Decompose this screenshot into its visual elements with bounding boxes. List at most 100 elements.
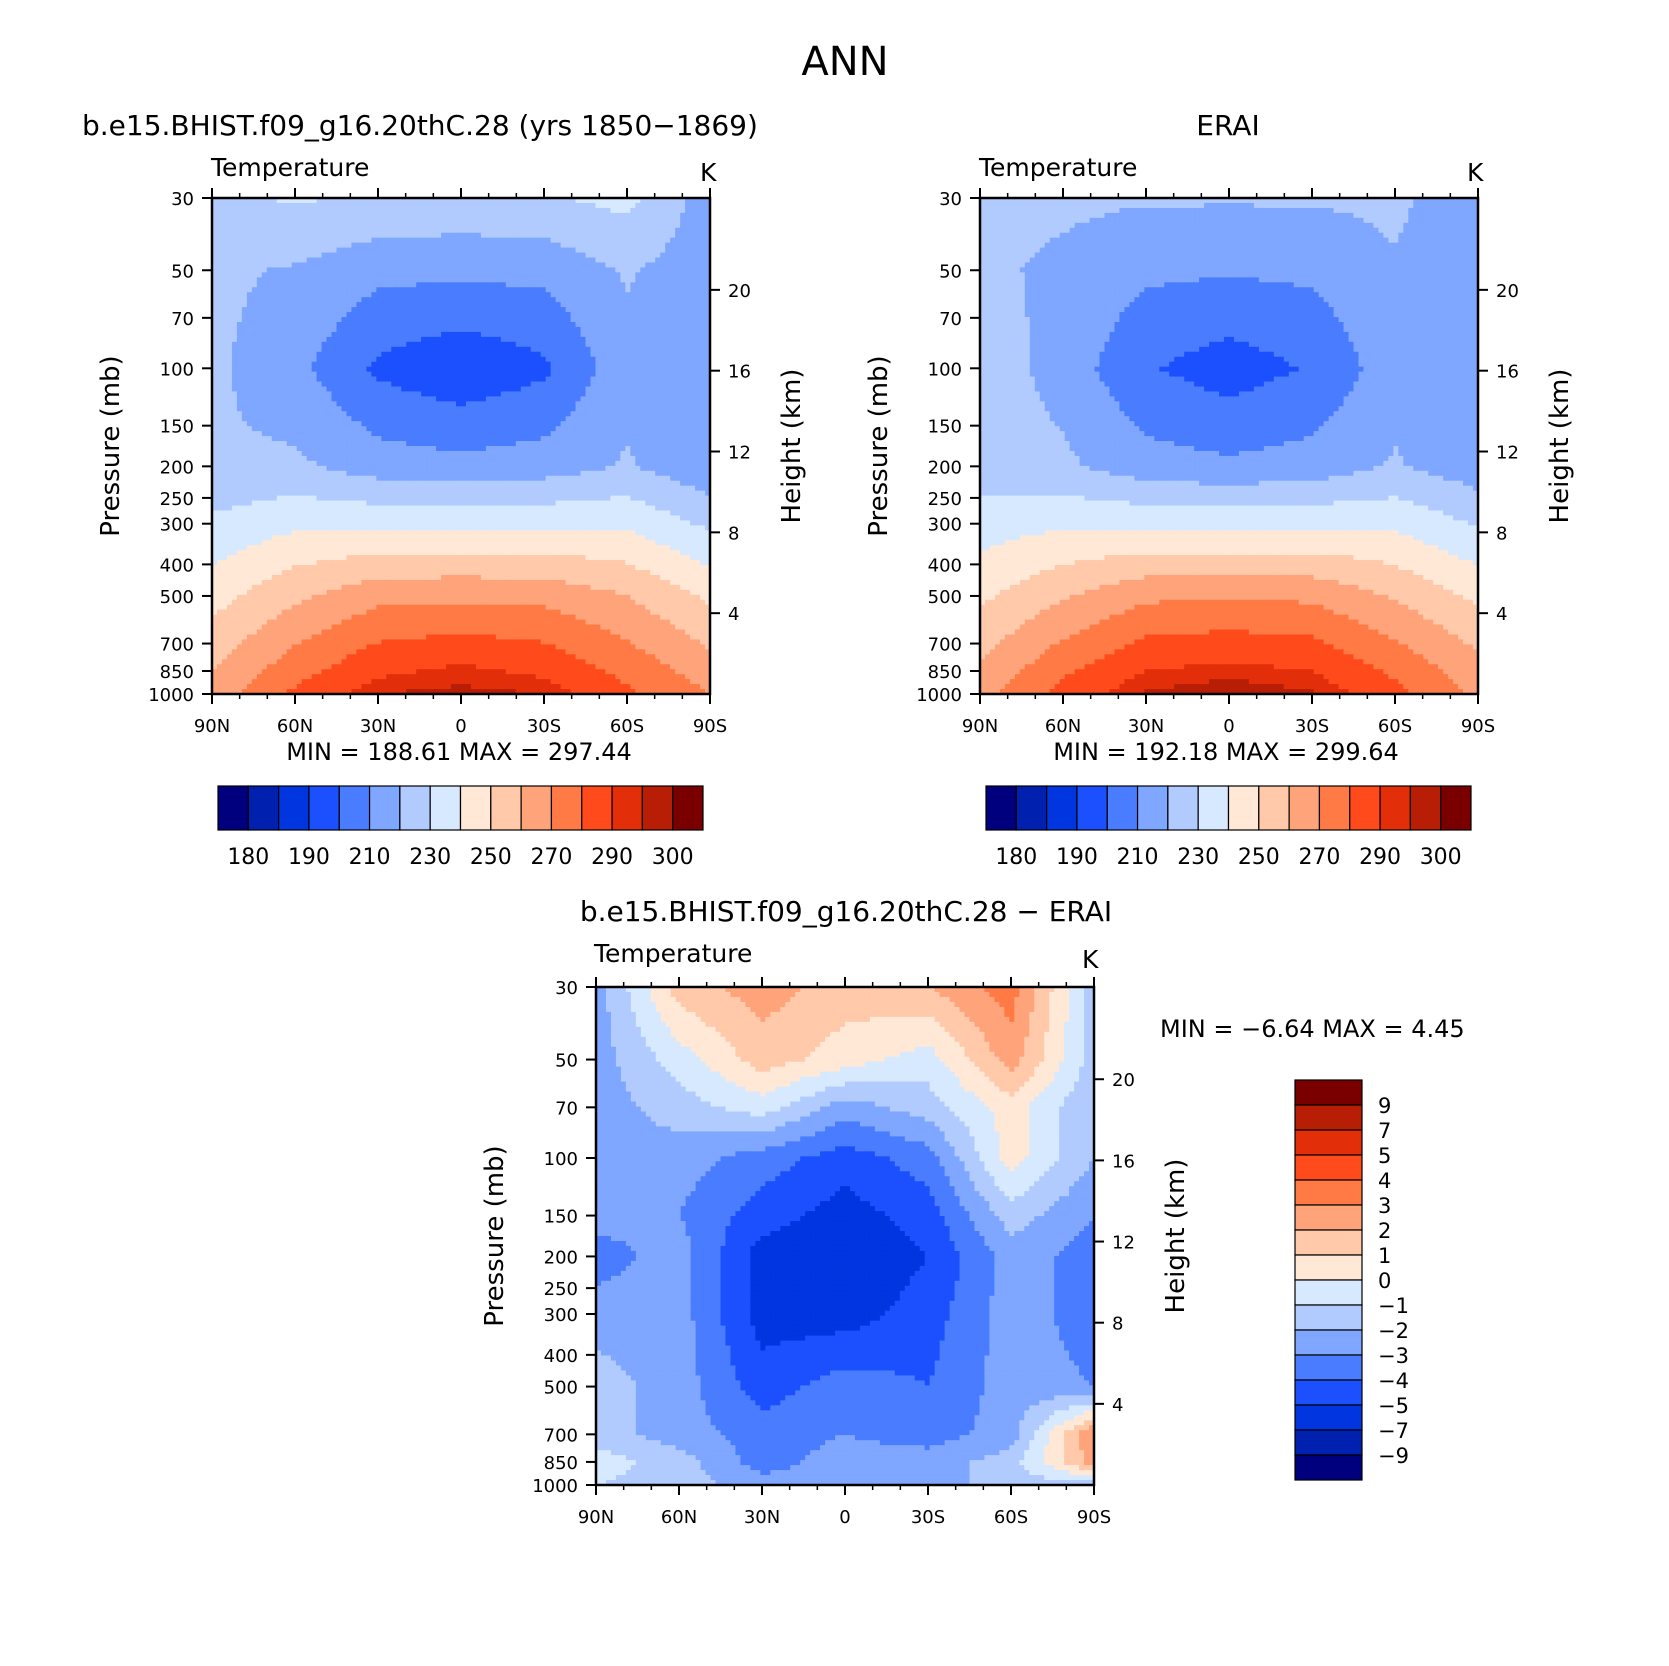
contour-cell — [271, 356, 278, 363]
contour-cell — [386, 247, 392, 254]
contour-cell — [281, 212, 288, 219]
contour-cell — [645, 322, 651, 328]
contour-cell — [630, 198, 636, 204]
contour-cell — [256, 267, 263, 273]
contour-cell — [331, 297, 338, 303]
contour-cell — [585, 436, 592, 442]
contour-cell — [456, 237, 462, 244]
contour-cell — [620, 346, 626, 353]
contour-cell — [595, 237, 602, 244]
contour-cell — [575, 317, 582, 323]
contour-cell — [650, 277, 656, 283]
contour-cell — [640, 212, 646, 219]
contour-cell — [555, 202, 562, 209]
contour-cell — [226, 391, 233, 397]
contour-cell — [500, 282, 507, 288]
contour-cell — [311, 217, 318, 224]
contour-cell — [321, 436, 328, 442]
contour-cell — [640, 386, 646, 393]
contour-cell — [356, 277, 362, 283]
contour-cell — [246, 257, 253, 264]
contour-cell — [655, 317, 661, 323]
contour-cell — [510, 376, 517, 383]
contour-cell — [231, 381, 238, 388]
contour-cell — [625, 421, 631, 427]
contour-cell — [545, 431, 552, 437]
contour-cell — [451, 391, 457, 397]
contour-cell — [485, 366, 492, 373]
contour-cell — [550, 346, 557, 353]
contour-cell — [381, 426, 387, 432]
contour-cell — [670, 366, 676, 373]
contour-cell — [381, 381, 387, 388]
contour-cell — [615, 426, 621, 432]
contour-cell — [461, 282, 467, 288]
contour-cell — [585, 287, 592, 293]
contour-cell — [700, 287, 706, 293]
contour-cell — [226, 297, 233, 303]
contour-cell — [286, 212, 293, 219]
contour-cell — [690, 292, 696, 298]
contour-cell — [490, 341, 497, 348]
contour-cell — [615, 396, 621, 402]
contour-cell — [281, 361, 288, 368]
contour-cell — [635, 326, 641, 333]
contour-cell — [281, 232, 288, 239]
contour-cell — [212, 406, 218, 412]
contour-cell — [361, 341, 367, 348]
contour-cell — [580, 416, 587, 422]
contour-cell — [291, 307, 298, 313]
contour-cell — [236, 416, 243, 422]
contour-cell — [391, 411, 397, 417]
contour-cell — [580, 441, 587, 447]
contour-cell — [216, 371, 223, 378]
contour-cell — [356, 416, 362, 422]
contour-cell — [436, 401, 442, 407]
contour-cell — [371, 406, 377, 412]
contour-cell — [256, 297, 263, 303]
contour-cell — [296, 441, 303, 447]
contour-cell — [540, 426, 547, 432]
contour-cell — [356, 262, 362, 269]
contour-cell — [480, 406, 487, 412]
contour-cell — [321, 351, 328, 358]
contour-cell — [241, 217, 248, 224]
contour-cell — [505, 416, 512, 422]
contour-cell — [266, 257, 273, 264]
contour-cell — [381, 292, 387, 298]
contour-cell — [550, 331, 557, 338]
contour-cell — [480, 391, 487, 397]
contour-cell — [590, 326, 597, 333]
contour-cell — [456, 386, 462, 393]
contour-cell — [665, 287, 671, 293]
contour-cell — [446, 242, 452, 249]
contour-cell — [231, 232, 238, 239]
contour-cell — [615, 282, 621, 288]
contour-cell — [670, 351, 676, 358]
contour-cell — [485, 406, 492, 412]
contour-cell — [371, 242, 377, 249]
contour-cell — [212, 217, 218, 224]
contour-cell — [296, 431, 303, 437]
contour-cell — [226, 406, 233, 412]
contour-cell — [625, 326, 631, 333]
contour-cell — [665, 371, 671, 378]
contour-cell — [346, 391, 353, 397]
contour-cell — [386, 396, 392, 402]
contour-cell — [520, 326, 527, 333]
contour-cell — [261, 421, 268, 427]
contour-cell — [381, 326, 387, 333]
contour-cell — [660, 356, 666, 363]
contour-cell — [236, 341, 243, 348]
contour-cell — [535, 247, 542, 254]
contour-cell — [331, 376, 338, 383]
contour-cell — [545, 406, 552, 412]
contour-cell — [520, 317, 527, 323]
contour-cell — [406, 336, 412, 343]
contour-cell — [490, 247, 497, 254]
contour-cell — [396, 302, 402, 308]
contour-cell — [216, 207, 223, 214]
contour-cell — [212, 411, 218, 417]
contour-cell — [346, 307, 353, 313]
contour-cell — [690, 336, 696, 343]
